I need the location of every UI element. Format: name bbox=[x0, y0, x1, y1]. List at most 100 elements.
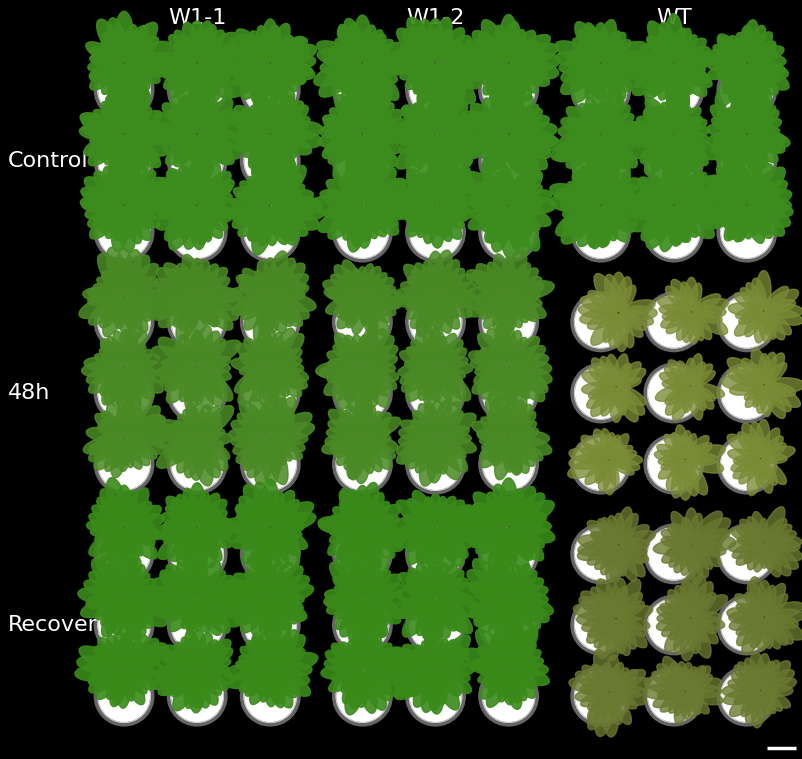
Ellipse shape bbox=[761, 446, 794, 461]
Ellipse shape bbox=[437, 583, 482, 603]
Ellipse shape bbox=[488, 529, 510, 572]
Ellipse shape bbox=[507, 173, 528, 204]
Ellipse shape bbox=[646, 207, 674, 249]
Circle shape bbox=[171, 135, 223, 187]
Ellipse shape bbox=[322, 436, 360, 454]
Ellipse shape bbox=[253, 93, 273, 133]
Ellipse shape bbox=[670, 461, 687, 498]
Ellipse shape bbox=[260, 137, 279, 189]
Ellipse shape bbox=[358, 25, 375, 61]
Ellipse shape bbox=[427, 251, 443, 294]
Ellipse shape bbox=[752, 386, 764, 407]
Ellipse shape bbox=[472, 131, 506, 145]
Ellipse shape bbox=[121, 298, 137, 329]
Ellipse shape bbox=[666, 137, 683, 180]
Ellipse shape bbox=[125, 643, 167, 671]
Ellipse shape bbox=[387, 194, 432, 213]
Ellipse shape bbox=[234, 132, 269, 151]
Ellipse shape bbox=[615, 507, 631, 543]
Ellipse shape bbox=[110, 65, 127, 102]
Ellipse shape bbox=[627, 51, 670, 68]
Ellipse shape bbox=[673, 35, 696, 62]
Ellipse shape bbox=[240, 367, 269, 392]
Ellipse shape bbox=[629, 56, 671, 73]
Ellipse shape bbox=[117, 392, 134, 436]
Ellipse shape bbox=[117, 600, 132, 639]
Ellipse shape bbox=[398, 573, 434, 599]
Ellipse shape bbox=[477, 646, 507, 670]
Ellipse shape bbox=[436, 526, 470, 548]
Ellipse shape bbox=[685, 691, 708, 714]
Ellipse shape bbox=[179, 34, 197, 62]
Circle shape bbox=[720, 135, 772, 187]
Ellipse shape bbox=[479, 600, 508, 633]
Circle shape bbox=[643, 203, 703, 262]
Ellipse shape bbox=[349, 490, 365, 526]
Ellipse shape bbox=[465, 287, 506, 303]
Ellipse shape bbox=[234, 61, 269, 78]
Ellipse shape bbox=[227, 667, 268, 688]
Ellipse shape bbox=[196, 440, 220, 477]
Ellipse shape bbox=[363, 526, 403, 551]
Ellipse shape bbox=[568, 126, 598, 138]
Ellipse shape bbox=[437, 521, 472, 535]
Ellipse shape bbox=[124, 63, 148, 85]
Circle shape bbox=[405, 131, 464, 191]
Ellipse shape bbox=[685, 436, 708, 459]
Ellipse shape bbox=[662, 657, 685, 690]
Ellipse shape bbox=[249, 64, 270, 92]
Ellipse shape bbox=[429, 493, 441, 526]
Ellipse shape bbox=[126, 354, 160, 370]
Ellipse shape bbox=[660, 530, 689, 546]
Ellipse shape bbox=[399, 133, 434, 154]
Ellipse shape bbox=[730, 528, 761, 545]
Ellipse shape bbox=[597, 65, 613, 99]
Ellipse shape bbox=[666, 461, 685, 490]
Ellipse shape bbox=[494, 96, 511, 133]
Ellipse shape bbox=[354, 65, 369, 104]
Ellipse shape bbox=[477, 668, 507, 683]
Ellipse shape bbox=[430, 566, 442, 597]
Ellipse shape bbox=[363, 64, 399, 100]
Ellipse shape bbox=[630, 204, 671, 231]
Ellipse shape bbox=[91, 519, 123, 532]
Ellipse shape bbox=[272, 512, 315, 531]
Ellipse shape bbox=[273, 196, 322, 215]
Ellipse shape bbox=[670, 662, 686, 690]
Ellipse shape bbox=[587, 27, 603, 61]
Ellipse shape bbox=[165, 505, 196, 528]
Ellipse shape bbox=[643, 134, 673, 164]
Ellipse shape bbox=[669, 161, 687, 203]
Ellipse shape bbox=[153, 113, 195, 137]
Ellipse shape bbox=[326, 594, 360, 609]
Ellipse shape bbox=[419, 20, 439, 61]
Ellipse shape bbox=[427, 19, 443, 61]
Ellipse shape bbox=[87, 365, 123, 384]
Ellipse shape bbox=[112, 671, 127, 705]
Ellipse shape bbox=[98, 134, 124, 159]
Ellipse shape bbox=[437, 43, 485, 67]
Circle shape bbox=[94, 666, 154, 726]
Ellipse shape bbox=[363, 61, 397, 83]
Circle shape bbox=[332, 666, 391, 726]
Ellipse shape bbox=[585, 136, 603, 173]
Ellipse shape bbox=[419, 441, 439, 486]
Ellipse shape bbox=[735, 207, 749, 241]
Ellipse shape bbox=[189, 411, 200, 437]
Ellipse shape bbox=[509, 184, 541, 206]
Ellipse shape bbox=[682, 574, 698, 616]
Ellipse shape bbox=[229, 594, 268, 609]
Ellipse shape bbox=[177, 414, 197, 438]
Ellipse shape bbox=[192, 441, 213, 486]
Ellipse shape bbox=[197, 367, 233, 402]
Ellipse shape bbox=[609, 433, 628, 459]
Ellipse shape bbox=[434, 564, 456, 597]
Ellipse shape bbox=[616, 314, 633, 348]
Ellipse shape bbox=[610, 450, 636, 462]
Ellipse shape bbox=[344, 335, 363, 366]
Ellipse shape bbox=[735, 308, 761, 320]
Ellipse shape bbox=[364, 584, 404, 602]
Ellipse shape bbox=[169, 64, 197, 97]
Ellipse shape bbox=[270, 528, 298, 552]
Ellipse shape bbox=[395, 202, 433, 219]
